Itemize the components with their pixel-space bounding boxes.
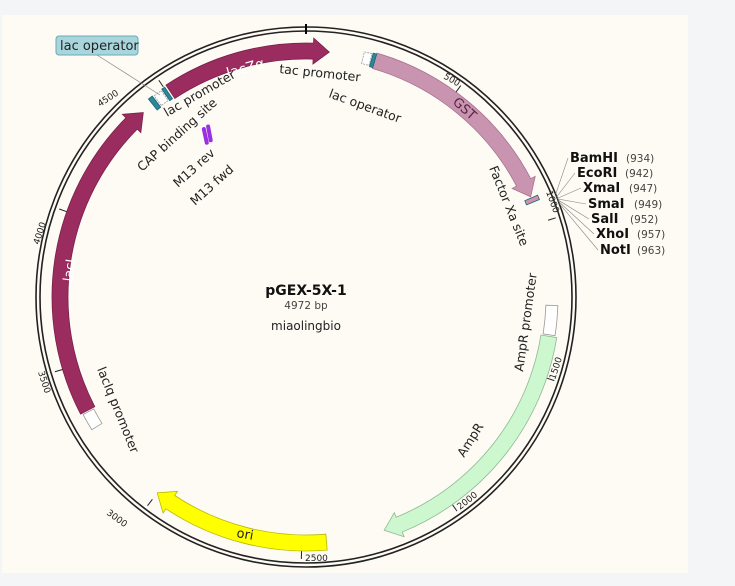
site-leader-line [559, 203, 599, 251]
tick-mark [59, 208, 67, 213]
site-position: (947) [629, 183, 657, 195]
plasmid-name: pGEX-5X-1 [265, 283, 346, 299]
site-enzyme[interactable]: BamHI [570, 151, 618, 166]
plasmid-map-canvas: 500 1000 1500 2000 2500 3000 3500 4000 4… [2, 15, 688, 573]
site-position: (963) [637, 245, 665, 257]
tick-label: 2500 [305, 554, 328, 564]
plasmid-map: 500 1000 1500 2000 2500 3000 3500 4000 4… [32, 24, 665, 568]
feature-arrow-ori[interactable] [156, 490, 328, 552]
feature-lac-operator[interactable] [161, 86, 174, 102]
feature-arrow-lacz[interactable] [165, 37, 330, 99]
site-position: (957) [637, 229, 665, 241]
site-enzyme[interactable]: EcoRI [577, 166, 617, 181]
feature-ampr-promoter[interactable] [542, 304, 559, 337]
site-leader-line [557, 187, 582, 199]
restriction-site-lines [555, 157, 599, 251]
feature-arrow-ampr[interactable] [383, 334, 558, 538]
site-leader-line [556, 172, 576, 197]
feature-arrow-gst[interactable] [371, 52, 536, 198]
lac-operator-highlight-label[interactable]: lac operator [60, 39, 139, 54]
tick-mark [147, 498, 153, 506]
site-leader-line [557, 199, 590, 220]
site-enzyme[interactable]: XhoI [596, 227, 629, 242]
site-enzyme[interactable]: XmaI [583, 181, 620, 196]
site-enzyme[interactable]: NotI [600, 243, 631, 258]
plasmid-length: 4972 bp [284, 300, 328, 312]
tick-mark [158, 79, 164, 88]
feature-lac-promoter[interactable] [153, 90, 169, 107]
site-position: (949) [634, 199, 662, 211]
plasmid-backbone [35, 24, 577, 568]
tick-mark [451, 504, 458, 512]
site-leader-line [555, 157, 569, 195]
feature-factor-xa-site[interactable] [524, 194, 540, 206]
feature-label-laciq-promoter[interactable]: lacIq promoter [94, 365, 143, 456]
tick-label: 3000 [104, 508, 129, 530]
tick-label: 4500 [96, 89, 121, 110]
site-position: (952) [630, 214, 658, 226]
feature-tac-promoter[interactable] [361, 51, 373, 66]
restriction-sites: BamHI (934) EcoRI (942) XmaI (947) SmaI … [570, 151, 665, 258]
site-position: (934) [626, 153, 654, 165]
tick-mark [455, 85, 462, 93]
feature-lac-operator[interactable] [369, 52, 378, 69]
tick-label: 1000 [543, 190, 560, 215]
feature-label-ori[interactable]: ori [235, 526, 254, 544]
lac-operator-leader-line [96, 54, 161, 96]
tick-marks [54, 79, 556, 559]
features [51, 37, 559, 552]
site-leader-line [558, 201, 595, 235]
feature-label-laci[interactable]: lacI [61, 258, 79, 282]
feature-arrow-laci[interactable] [51, 112, 144, 415]
site-leader-line [557, 198, 587, 205]
feature-label-ampr[interactable]: AmpR [454, 420, 487, 460]
plasmid-source: miaolingbio [271, 319, 341, 333]
site-position: (942) [625, 168, 653, 180]
tick-label: 3500 [35, 370, 52, 395]
feature-label-ampr-promoter[interactable]: AmpR promoter [511, 271, 540, 372]
feature-cap-binding-site[interactable] [147, 95, 162, 111]
site-enzyme[interactable]: SalI [591, 212, 618, 227]
primer-m13-rev[interactable] [201, 127, 209, 145]
tick-mark [547, 217, 556, 221]
tick-mark [54, 369, 63, 373]
feature-label-tac-promoter[interactable]: tac promoter [279, 61, 362, 85]
feature-label-lac-operator[interactable]: lac operator [327, 86, 404, 126]
primer-m13-fwd[interactable] [206, 124, 213, 143]
site-enzyme[interactable]: SmaI [588, 197, 625, 212]
tick-mark [546, 377, 555, 382]
feature-laciq-promoter[interactable] [82, 408, 103, 431]
